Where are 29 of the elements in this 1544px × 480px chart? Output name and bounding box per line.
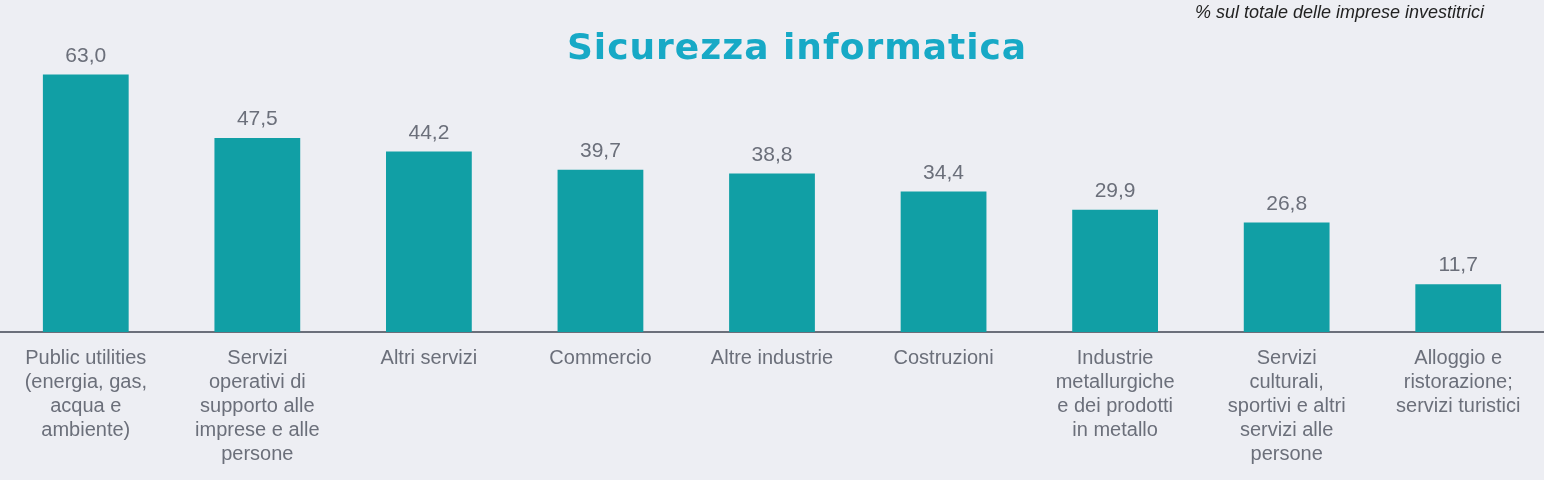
bar	[1072, 209, 1158, 332]
data-label: 26,8	[1266, 190, 1308, 214]
x-tick-label: Altri servizi	[380, 345, 478, 368]
x-tick-label: Industrie metallurgiche e dei prodotti in metallo	[1055, 345, 1175, 440]
bar	[214, 137, 301, 332]
x-tick-label: Alloggio e ristorazione; servizi turistici	[1396, 345, 1521, 416]
chart-subtitle: % sul totale delle imprese investitrici	[1194, 2, 1484, 23]
x-tick-label: Costruzioni	[893, 345, 994, 368]
data-label: 63,0	[65, 42, 107, 66]
data-label: 34,4	[923, 159, 965, 183]
bar	[900, 191, 987, 332]
bar	[1415, 284, 1502, 332]
data-label: 38,8	[751, 141, 793, 165]
bar	[729, 173, 815, 332]
bar	[557, 169, 644, 332]
x-tick-label: Altre industrie	[710, 345, 834, 368]
data-label: 47,5	[236, 106, 278, 130]
x-tick-label: Public utilities (energia, gas, acqua e ambiente)	[24, 345, 147, 440]
data-label: 44,2	[408, 119, 450, 143]
bar	[1243, 222, 1330, 332]
x-tick-label: Commercio	[549, 345, 652, 368]
data-label: 39,7	[580, 138, 621, 162]
x-tick-label: Servizi culturali, sportivi e altri servizi alle persone	[1227, 345, 1346, 464]
data-label: 11,7	[1438, 252, 1478, 276]
bar	[386, 151, 472, 332]
x-tick-label: Servizi operativi di supporto alle imprese e alle persone	[195, 345, 320, 464]
bar	[42, 74, 129, 332]
data-label: 29,9	[1094, 178, 1136, 202]
chart-title: Sicurezza informatica	[566, 26, 1028, 67]
